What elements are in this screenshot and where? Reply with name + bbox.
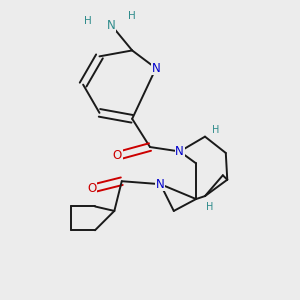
Text: H: H	[84, 16, 92, 26]
Text: H: H	[128, 11, 136, 21]
Text: H: H	[206, 202, 213, 212]
Text: N: N	[152, 62, 160, 75]
Text: H: H	[212, 125, 219, 135]
Text: N: N	[107, 19, 116, 32]
Text: N: N	[175, 145, 184, 158]
Text: O: O	[113, 149, 122, 162]
Text: O: O	[87, 182, 97, 195]
Text: N: N	[156, 178, 165, 191]
